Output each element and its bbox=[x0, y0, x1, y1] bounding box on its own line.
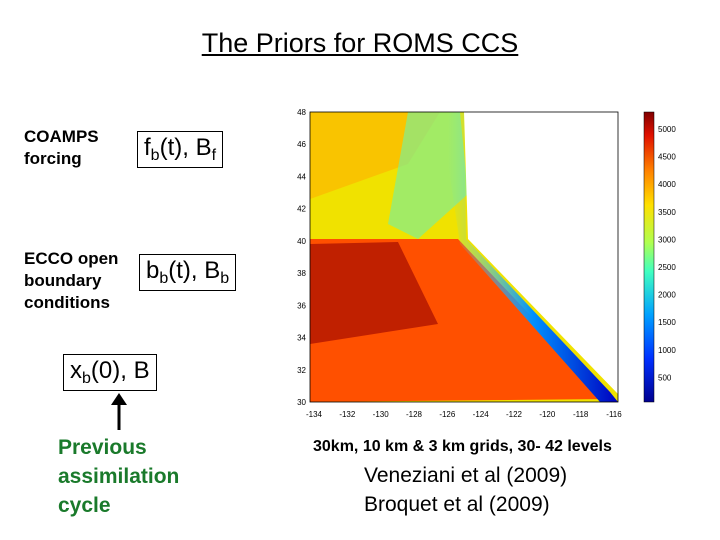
latitude-tick-label: 44 bbox=[297, 172, 306, 181]
colorbar-tick-label: 1000 bbox=[658, 346, 676, 355]
longitude-tick-label: -134 bbox=[306, 410, 323, 419]
boundary-var: b bbox=[146, 257, 160, 284]
colorbar-tick-label: 4000 bbox=[658, 180, 676, 189]
colorbar-tick-label: 3000 bbox=[658, 235, 676, 244]
initial-sub: b bbox=[82, 370, 91, 387]
latitude-tick-label: 40 bbox=[297, 237, 306, 246]
longitude-tick-label: -132 bbox=[339, 410, 356, 419]
colorbar-tick-label: 2000 bbox=[658, 291, 676, 300]
map-frame bbox=[309, 111, 619, 403]
boundary-prior-box: bb(t), Bb bbox=[139, 254, 237, 291]
initial-rest: (0), B bbox=[90, 357, 150, 384]
latitude-tick-label: 48 bbox=[297, 108, 306, 117]
latitude-tick-label: 34 bbox=[297, 334, 306, 343]
latitude-ticks: 48 46 44 42 40 38 36 34 32 30 bbox=[297, 108, 306, 407]
slide-title: The Priors for ROMS CCS bbox=[201, 28, 519, 58]
latitude-tick-label: 30 bbox=[297, 398, 306, 407]
up-arrow-icon bbox=[111, 393, 127, 430]
longitude-tick-label: -116 bbox=[606, 410, 622, 419]
colorbar-tick-label: 3500 bbox=[658, 208, 676, 217]
longitude-tick-label: -126 bbox=[439, 410, 456, 419]
longitude-tick-label: -118 bbox=[573, 410, 589, 419]
latitude-tick-label: 32 bbox=[297, 366, 306, 375]
colorbar-tick-label: 5000 bbox=[658, 125, 676, 134]
latitude-tick-label: 42 bbox=[297, 205, 306, 214]
colorbar-tick-label: 4500 bbox=[658, 153, 676, 162]
latitude-tick-label: 38 bbox=[297, 269, 306, 278]
boundary-cov-sub: b bbox=[220, 270, 230, 287]
colorbar-tick-label: 2500 bbox=[658, 263, 676, 272]
coastal-shelf bbox=[448, 112, 618, 402]
initial-condition-box: xb(0), B bbox=[63, 354, 157, 391]
colorbar-tick-label: 1500 bbox=[658, 318, 676, 327]
map-figure: 48 46 44 42 40 38 36 34 32 30 -134 -132 -130 -128 -12… bbox=[297, 108, 676, 419]
colorbar-ticks: 5000 4500 4000 3500 3000 2500 2000 1500 1000 500 bbox=[658, 125, 676, 382]
south-deep-patch bbox=[310, 242, 438, 344]
longitude-tick-label: -122 bbox=[506, 410, 523, 419]
previous-cycle-label: Previous assimilation cycle bbox=[58, 436, 180, 517]
forcing-sub: b bbox=[150, 147, 160, 164]
forcing-var: f bbox=[144, 134, 151, 161]
ecco-label: ECCO open boundary conditions bbox=[24, 249, 119, 312]
forcing-prior-box: fb(t), Bf bbox=[137, 131, 224, 168]
longitude-ticks: -134 -132 -130 -128 -126 -124 -122 -120 -118 -116 bbox=[306, 410, 622, 419]
land bbox=[464, 112, 618, 394]
reference-broquet: Broquet et al (2009) bbox=[364, 493, 550, 516]
longitude-tick-label: -128 bbox=[406, 410, 423, 419]
coamps-label: COAMPS forcing bbox=[24, 127, 99, 168]
longitude-tick-label: -130 bbox=[373, 410, 390, 419]
boundary-sub: b bbox=[159, 270, 169, 287]
colorbar-tick-label: 500 bbox=[658, 373, 672, 382]
latitude-tick-label: 46 bbox=[297, 140, 306, 149]
initial-var: x bbox=[70, 357, 82, 384]
boundary-mid: (t), B bbox=[168, 257, 221, 284]
colorbar bbox=[643, 111, 655, 403]
longitude-tick-label: -120 bbox=[539, 410, 556, 419]
longitude-tick-label: -124 bbox=[473, 410, 490, 419]
latitude-tick-label: 36 bbox=[297, 301, 306, 310]
forcing-mid: (t), B bbox=[159, 134, 212, 161]
reference-veneziani: Veneziani et al (2009) bbox=[364, 464, 568, 487]
forcing-cov-sub: f bbox=[211, 147, 217, 164]
grid-caption: 30km, 10 km & 3 km grids, 30- 42 levels bbox=[313, 438, 612, 455]
